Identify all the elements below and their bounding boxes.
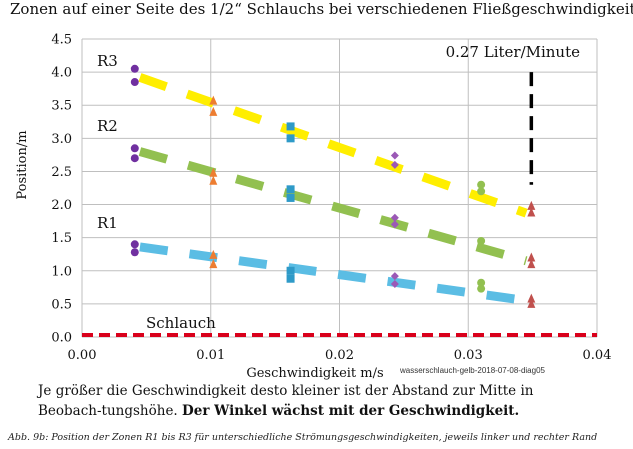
data-point-triangle [209,175,218,185]
data-point-circle [130,154,139,163]
data-point-triangle [527,259,536,269]
data-point-circle [477,187,486,196]
data-point-triangle [209,167,218,177]
trendlines [82,72,597,338]
x-tick-label: 0.04 [583,348,612,363]
r1-label: R1 [97,214,118,232]
data-point-circle [130,64,139,73]
y-tick-label: 0.0 [51,331,72,346]
x-tick-label: 0.03 [454,348,483,363]
data-point-triangle [527,200,536,210]
description-part1: Je größer die Geschwindigkeit desto klei… [38,383,534,419]
y-axis-label: Position/m [15,130,30,199]
x-tick-label: 0.01 [196,348,225,363]
data-point-circle [130,248,139,257]
trendline-r2 [138,147,528,266]
x-tick-label: 0.00 [68,348,97,363]
y-tick-label: 3.0 [51,132,72,147]
data-point-diamond [390,151,399,160]
data-point-triangle [209,249,218,259]
data-point-triangle [527,293,536,303]
hose-label: Schlauch [146,314,216,332]
y-tick-label: 3.5 [51,99,72,114]
y-tick-label: 4.0 [51,66,72,81]
data-point-square [286,185,295,194]
trendline-r3 [138,73,528,218]
r2-label: R2 [97,117,118,135]
trendline-r1 [139,242,527,306]
y-tick-label: 2.5 [51,165,72,180]
data-point-diamond [390,272,399,281]
data-point-circle [477,284,486,293]
data-point-diamond [390,213,399,222]
y-tick-label: 1.0 [51,264,72,279]
data-point-circle [130,78,139,87]
data-point-triangle [527,207,536,217]
data-point-triangle [209,95,218,105]
y-tick-label: 0.5 [51,297,72,312]
data-point-square [286,274,295,283]
data-point-circle [130,240,139,249]
grid [81,38,598,338]
y-tick-label: 1.5 [51,231,72,246]
data-point-square [286,193,295,202]
source-watermark: wasserschlauch-gelb-2018-07-08-diag05 [399,366,546,375]
figure-caption: Abb. 9b: Position der Zonen R1 bis R3 fü… [8,432,598,443]
scatter-chart: 0.0 0.5 1.0 1.5 2.0 2.5 3.0 3.5 4.0 4.5 0.00 0.01 0.… [15,33,611,381]
description-text: Je größer die Geschwindigkeit desto klei… [38,381,598,421]
data-point-diamond [390,280,399,289]
data-point-square [286,266,295,275]
axes: 0.0 0.5 1.0 1.5 2.0 2.5 3.0 3.5 4.0 4.5 0.00 0.01 0.… [51,33,611,364]
data-point-circle [477,278,486,287]
data-point-triangle [209,106,218,116]
chart-title: Zonen auf einer Seite des 1/2“ Schlauchs… [10,0,633,18]
data-points [130,64,536,308]
data-point-diamond [390,220,399,229]
data-point-circle [477,236,486,245]
data-point-circle [130,144,139,153]
data-point-diamond [390,160,399,169]
data-point-square [286,134,295,143]
x-tick-label: 0.02 [325,348,354,363]
data-point-triangle [209,259,218,269]
data-point-circle [477,243,486,252]
data-point-circle [477,180,486,189]
data-point-triangle [527,298,536,308]
y-tick-label: 2.0 [51,198,72,213]
x-axis-label: Geschwindigkeit m/s [246,366,383,380]
r3-label: R3 [97,52,118,70]
description-part2: Der Winkel wächst mit der Geschwindigkei… [182,403,520,419]
data-point-square [286,122,295,131]
flow-rate-annotation: 0.27 Liter/Minute [446,43,581,61]
y-tick-label: 4.5 [51,33,72,48]
data-point-triangle [527,252,536,262]
